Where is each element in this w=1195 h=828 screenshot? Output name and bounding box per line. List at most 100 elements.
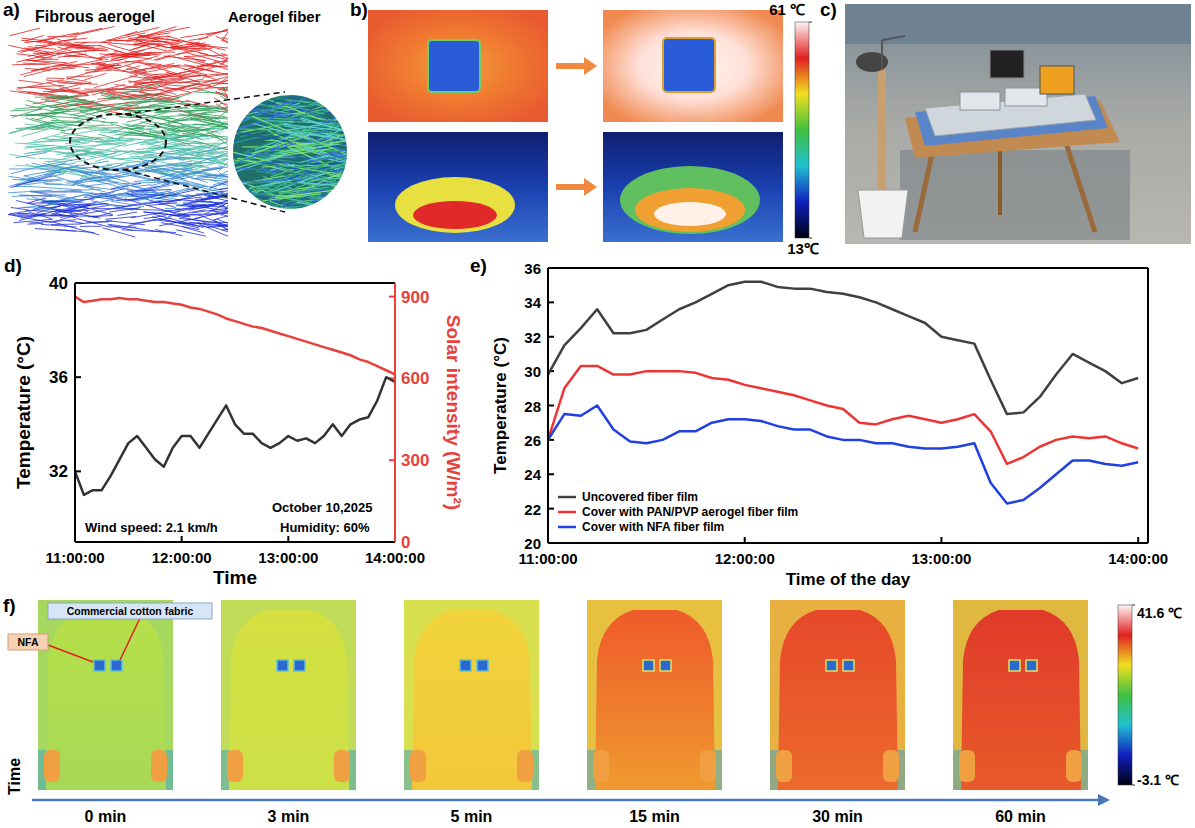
hand	[410, 750, 426, 782]
fiber	[234, 86, 291, 105]
colorbar-tick	[809, 238, 812, 239]
panel-caption: Aerogel fiber	[228, 8, 321, 25]
fiber	[106, 161, 141, 164]
fiber	[222, 152, 228, 156]
fiber	[204, 80, 219, 83]
fiber	[216, 96, 228, 109]
time-label: 5 min	[451, 808, 493, 825]
panel-letter: d)	[4, 255, 22, 276]
thermal-photo	[587, 600, 722, 790]
fiber	[187, 127, 218, 133]
fiber	[146, 76, 175, 80]
zoom-ellipse	[70, 114, 166, 170]
y-axis	[547, 268, 549, 543]
fiber	[102, 228, 135, 237]
fiber	[33, 134, 60, 141]
fiber	[292, 81, 350, 96]
fiber	[133, 165, 167, 166]
fiber	[80, 226, 102, 227]
y2-tick-label: 900	[401, 288, 429, 307]
fiber	[219, 123, 228, 135]
fiber	[107, 40, 142, 41]
fiber	[116, 168, 148, 177]
fiber	[107, 138, 124, 139]
fiber	[109, 224, 163, 232]
sample-patch	[460, 660, 471, 671]
time-label: 15 min	[629, 808, 680, 825]
screen	[990, 50, 1024, 78]
arrowhead	[584, 178, 597, 196]
fiber	[193, 173, 228, 177]
fiber	[129, 209, 180, 211]
fiber	[86, 70, 113, 73]
sample-patch	[643, 660, 654, 671]
fiber	[66, 76, 92, 77]
fiber	[179, 77, 228, 89]
fiber	[206, 213, 228, 215]
y-tick-label: 34	[524, 294, 541, 311]
fiber	[134, 43, 161, 44]
fiber	[313, 205, 372, 214]
fiber	[74, 143, 126, 147]
colorbar-tick	[809, 22, 812, 23]
fiber	[210, 184, 228, 187]
panel-letter: f)	[3, 595, 16, 616]
fiber	[76, 151, 118, 154]
hand	[959, 750, 975, 782]
x-axis-title: Time of the day	[786, 570, 911, 589]
fiber	[24, 48, 53, 53]
time-label: 3 min	[268, 808, 310, 825]
fiber	[157, 182, 208, 187]
fiber	[58, 203, 106, 210]
fiber	[101, 91, 134, 98]
fiber	[136, 91, 183, 102]
mast	[881, 40, 883, 70]
y-axis-title: Temperature (°C)	[491, 337, 510, 474]
fiber	[208, 226, 228, 227]
fiber	[178, 67, 215, 77]
thermal-image	[368, 10, 548, 122]
fiber	[209, 182, 228, 189]
fiber	[132, 170, 173, 172]
y-axis	[74, 283, 76, 542]
fiber	[157, 107, 188, 112]
fiber	[16, 152, 47, 157]
heat-spot	[395, 177, 515, 233]
fiber	[127, 219, 155, 226]
colorbar	[795, 22, 809, 238]
fiber	[218, 77, 228, 83]
fiber	[149, 132, 190, 137]
x-tick-label: 12:00:00	[715, 550, 775, 567]
fiber	[176, 168, 222, 175]
fiber	[104, 98, 141, 100]
x-axis	[75, 541, 395, 543]
x-tick-label: 11:00:00	[45, 549, 104, 566]
fiber	[126, 99, 179, 105]
fiber	[57, 203, 90, 205]
fiber	[189, 37, 208, 40]
fiber	[165, 84, 198, 91]
sample	[428, 40, 480, 92]
x-tick-label: 14:00:00	[365, 549, 425, 566]
panel-c: c)	[820, 0, 1191, 244]
fiber	[170, 48, 205, 49]
sensor	[856, 52, 888, 72]
fiber	[135, 193, 174, 199]
x-axis-title: Time	[213, 567, 257, 588]
fiber	[184, 55, 226, 56]
fiber	[54, 152, 83, 156]
fiber	[239, 143, 296, 161]
fiber	[85, 67, 121, 70]
fiber	[137, 104, 175, 107]
fiber	[242, 211, 300, 228]
y2-axis	[394, 283, 396, 542]
fiber	[175, 199, 227, 203]
fiber	[110, 123, 155, 135]
fiber	[257, 105, 317, 106]
fiber	[223, 87, 228, 100]
hand	[883, 750, 899, 782]
fiber	[84, 127, 128, 128]
fiber	[193, 124, 228, 125]
fiber	[237, 205, 296, 218]
colorbar-tick	[1132, 605, 1135, 606]
